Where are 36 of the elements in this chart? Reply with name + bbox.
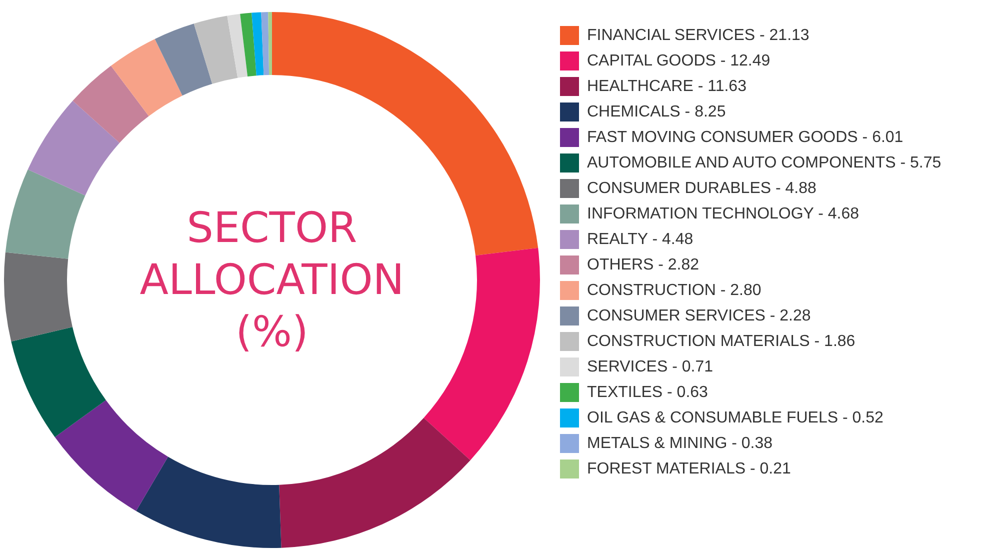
legend-label: TEXTILES - 0.63: [587, 384, 708, 401]
donut-slice: [72, 66, 149, 143]
legend-label: INFORMATION TECHNOLOGY - 4.68: [587, 206, 860, 222]
legend-label: REALTY - 4.48: [587, 231, 694, 248]
legend-label: CONSTRUCTION MATERIALS - 1.86: [587, 333, 856, 350]
legend-label: CONSTRUCTION - 2.80: [587, 282, 762, 299]
donut-slice: [240, 12, 256, 76]
legend-label: FAST MOVING CONSUMER GOODS - 6.01: [587, 129, 904, 146]
donut-slice: [261, 12, 270, 76]
donut-slice: [268, 12, 272, 76]
legend-label: CHEMICALS - 8.25: [587, 104, 726, 120]
legend-label: FINANCIAL SERVICES - 21.13: [587, 27, 810, 44]
donut-slice: [5, 170, 86, 259]
donut-slice: [194, 16, 238, 84]
legend-label: SERVICES - 0.71: [587, 358, 714, 376]
donut-slice: [136, 456, 282, 548]
donut-slice: [4, 252, 72, 342]
legend-label: CAPITAL GOODS - 12.49: [587, 52, 770, 70]
legend-label: OTHERS - 2.82: [587, 256, 700, 274]
legend-label: CONSUMER DURABLES - 4.88: [587, 180, 816, 197]
legend-label: FOREST MATERIALS - 0.21: [587, 460, 792, 478]
donut-slice: [252, 12, 264, 76]
donut-slice: [279, 418, 470, 548]
legend-label: OIL GAS & CONSUMABLE FUELS - 0.52: [587, 410, 884, 426]
donut-slice: [154, 24, 212, 96]
donut-slice: [424, 248, 540, 460]
donut-slice: [11, 327, 106, 438]
legend-label: CONSUMER SERVICES - 2.28: [587, 308, 811, 324]
donut-slice: [110, 38, 182, 116]
donut-slice: [227, 14, 248, 78]
legend-label: METALS & MINING - 0.38: [587, 435, 773, 452]
text: SECTOR ALLOCATION (%): [140, 203, 404, 356]
donut-slice: [28, 100, 120, 196]
legend-label: AUTOMOBILE AND AUTO COMPONENTS - 5.75: [587, 154, 942, 172]
donut-slice: [54, 400, 168, 511]
legend-label: HEALTHCARE - 11.63: [587, 78, 747, 95]
